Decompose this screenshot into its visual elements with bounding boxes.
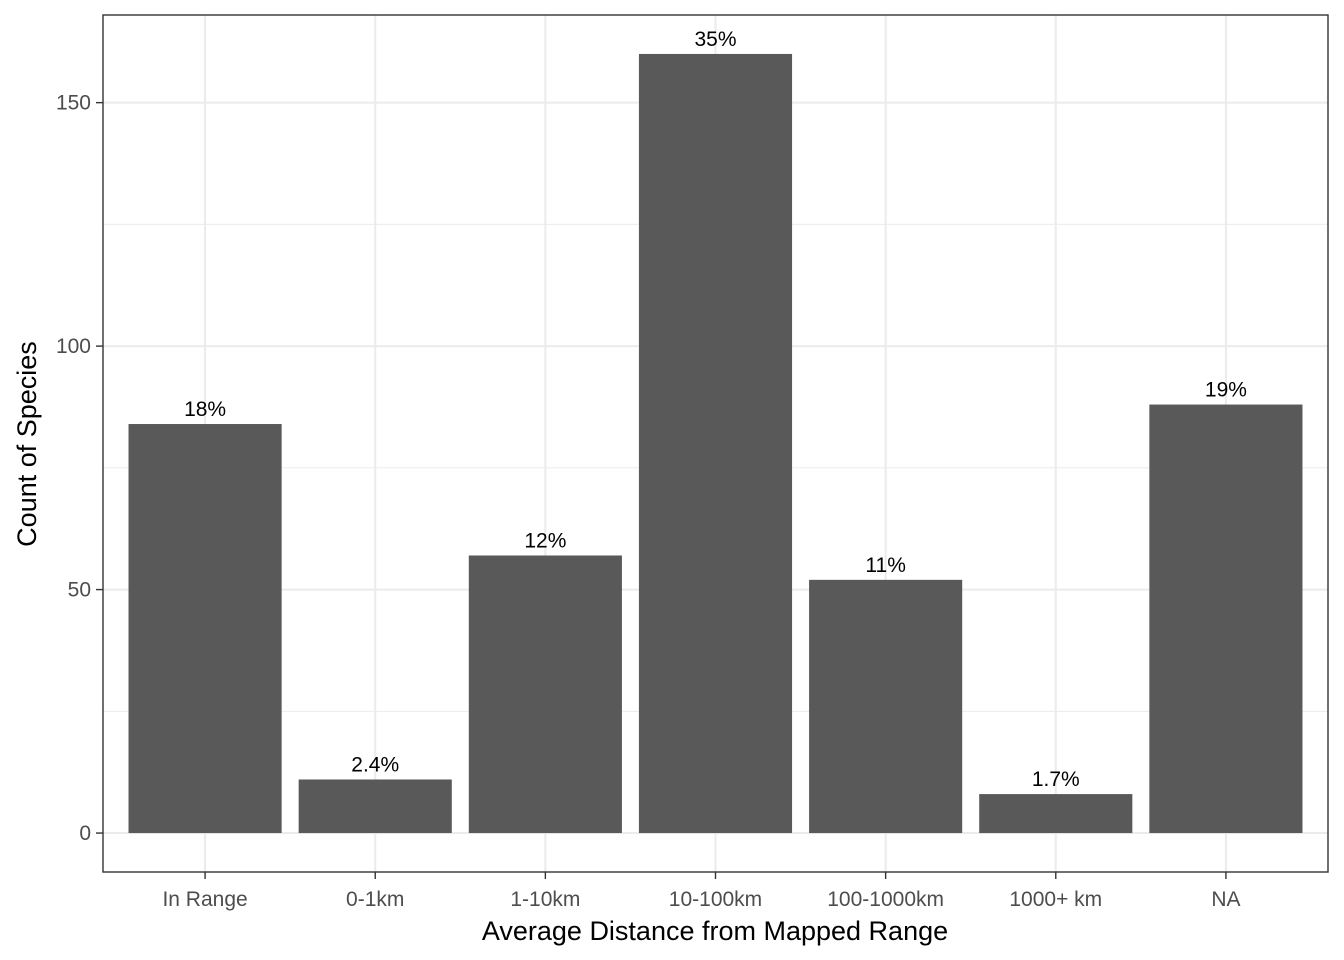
x-tick-label: 100-1000km [827,888,944,911]
x-tick-label: NA [1211,888,1240,911]
bar-data-label: 35% [694,28,736,51]
bar-1000-km [979,794,1133,834]
bar-1-10km [468,555,622,834]
bar-data-label: 19% [1205,379,1247,402]
x-tick-label: 10-100km [669,888,762,911]
x-axis-title: Average Distance from Mapped Range [482,916,948,946]
x-axis: In Range 0-1km 1-10km 10-100km 100-1000km 100… [162,872,1241,911]
bar-na [1149,404,1303,834]
x-tick-label: In Range [162,888,247,911]
x-tick-label: 1000+ km [1009,888,1102,911]
y-axis: 0 50 100 150 [56,92,103,845]
x-tick-label: 1-10km [510,888,580,911]
bar-data-label: 12% [524,529,566,552]
y-tick-label: 100 [56,335,91,358]
bar-in-range [128,424,282,834]
bar-10-100km [638,53,793,834]
y-tick-label: 150 [56,92,91,115]
bar-100-1000km [809,579,963,834]
y-tick-label: 50 [68,579,91,602]
bar-data-label: 1.7% [1032,768,1080,791]
y-tick-label: 0 [79,822,91,845]
bar-data-labels: 18% 2.4% 12% 35% 11% 1.7% 19% [184,28,1247,791]
bar-data-label: 11% [865,554,905,577]
bar-data-label: 18% [184,398,226,421]
y-axis-title: Count of Species [12,341,42,547]
bar-data-label: 2.4% [351,753,399,776]
x-tick-label: 0-1km [346,888,404,911]
bars [128,53,1303,834]
bar-0-1km [298,779,452,834]
